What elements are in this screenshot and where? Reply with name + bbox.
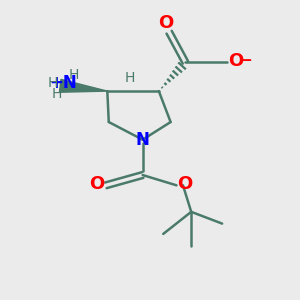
Text: H: H (68, 68, 79, 82)
Polygon shape (59, 80, 107, 92)
Text: O: O (89, 175, 105, 193)
Text: O: O (177, 175, 192, 193)
Text: +N: +N (49, 74, 77, 92)
Text: H: H (52, 87, 62, 101)
Text: H: H (48, 76, 58, 90)
Text: H: H (124, 71, 135, 85)
Text: N: N (136, 131, 150, 149)
Text: O: O (159, 14, 174, 32)
Text: −: − (239, 53, 252, 68)
Text: O: O (228, 52, 243, 70)
